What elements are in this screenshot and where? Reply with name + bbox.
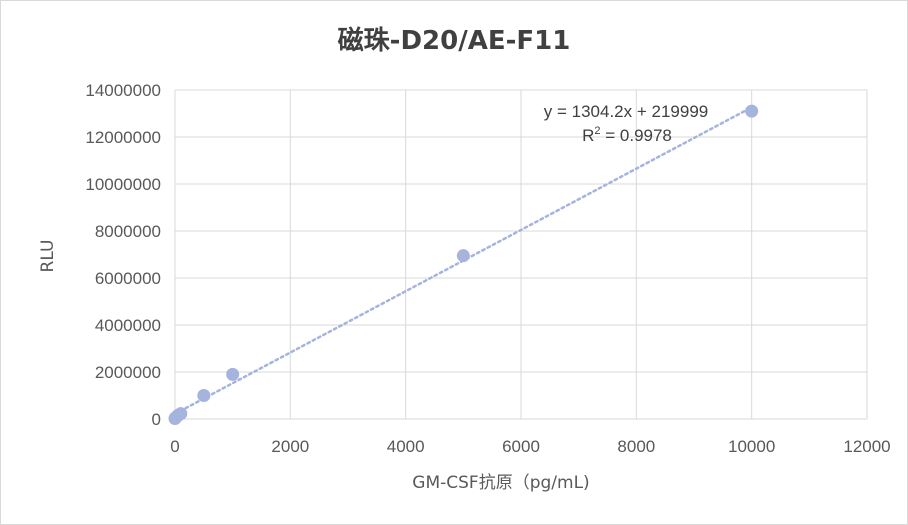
x-tick-label: 4000 [387,437,425,456]
y-tick-label: 6000000 [95,269,161,288]
y-tick-labels: 0 2000000 4000000 6000000 8000000 10000000 120… [85,81,161,429]
x-tick-label: 8000 [617,437,655,456]
y-tick-label: 14000000 [85,81,161,100]
y-tick-label: 0 [152,410,161,429]
y-tick-label: 12000000 [85,128,161,147]
y-tick-label: 8000000 [95,222,161,241]
data-point [456,249,470,263]
x-tick-labels: 0 2000 4000 6000 8000 10000 12000 [170,437,890,456]
data-point [745,104,759,118]
y-tick-label: 10000000 [85,175,161,194]
x-axis-title: GM-CSF抗原（pg/mL) [412,473,589,493]
vertical-gridlines [174,90,868,419]
trendline-equation: y = 1304.2x + 219999 [544,102,708,121]
x-tick-label: 0 [170,437,179,456]
r2-value: = 0.9978 [601,126,672,145]
data-point [197,389,211,402]
chart-title: 磁珠-D20/AE-F11 [338,25,571,56]
y-tick-label: 2000000 [95,363,161,382]
x-tick-label: 6000 [502,437,540,456]
x-tick-label: 10000 [728,437,775,456]
y-tick-label: 4000000 [95,316,161,335]
r2-superscript: 2 [594,125,600,137]
data-point [174,407,188,421]
r2-prefix: R [582,126,594,145]
data-point [226,367,240,381]
trendline-r-squared: R2 = 0.9978 [582,125,672,145]
x-tick-label: 2000 [271,437,309,456]
data-points [168,104,759,426]
horizontal-gridlines [175,89,867,420]
x-tick-label: 12000 [843,437,890,456]
y-axis-title: RLU [38,240,58,273]
